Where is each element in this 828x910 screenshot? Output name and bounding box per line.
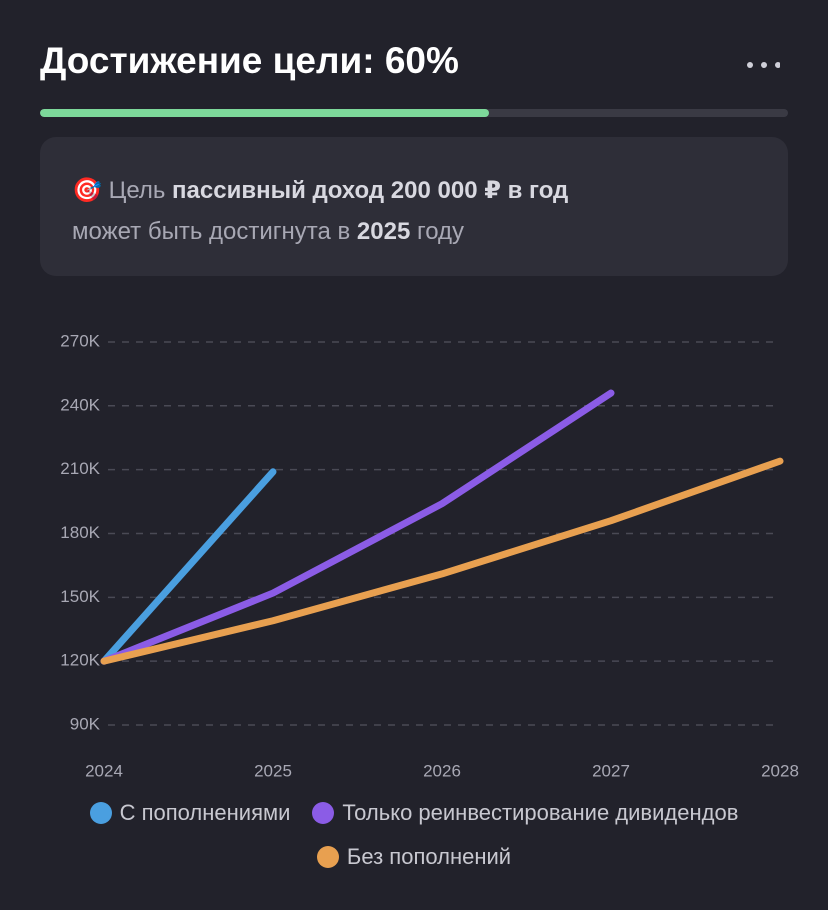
legend-item[interactable]: С пополнениями [89, 800, 291, 826]
chart: 90K 120K 150K 180K 210K 240K 270K 2024 2025 2026 2… [60, 331, 799, 780]
page-title: Достижение цели: 60% [40, 40, 459, 81]
goal-middle: может быть достигнута в [72, 218, 351, 245]
x-tick-label: 2026 [423, 761, 461, 780]
legend-swatch [312, 802, 335, 824]
legend: С пополнениями Только реинвестирование ди… [20, 800, 808, 870]
goal-icon: 🎯 [72, 177, 102, 204]
menu-dot [761, 62, 767, 68]
y-tick-label: 210K [60, 459, 100, 478]
series-line [100, 468, 277, 665]
goal-text: пассивный доход 200 000 ₽ в год [172, 177, 569, 204]
legend-item[interactable]: Только реинвестирование дивидендов [312, 800, 738, 826]
series-line [100, 457, 784, 665]
menu-dot [775, 62, 780, 68]
goal-suffix: году [416, 218, 465, 245]
progress-track [40, 109, 788, 117]
y-tick-label: 120K [60, 651, 100, 670]
menu-button[interactable] [740, 58, 780, 72]
y-tick-label: 180K [60, 523, 100, 542]
legend-item[interactable]: Без пополнений [316, 844, 512, 870]
x-tick-label: 2028 [761, 761, 799, 780]
goal-year: 2025 [356, 218, 411, 245]
x-tick-label: 2027 [592, 761, 630, 780]
legend-swatch [89, 802, 112, 824]
goal-card: 🎯 Цель пассивный доход 200 000 ₽ в год м… [40, 137, 788, 276]
goal-prefix: Цель [108, 177, 166, 204]
y-tick-label: 150K [60, 587, 100, 606]
progress-bar [40, 109, 489, 117]
y-tick-label: 270K [60, 331, 100, 350]
x-tick-label: 2024 [85, 761, 123, 780]
x-tick-label: 2025 [254, 761, 292, 780]
legend-label: С пополнениями [119, 800, 291, 825]
legend-label: Только реинвестирование дивидендов [342, 800, 739, 825]
legend-label: Без пополнений [346, 844, 512, 869]
y-tick-label: 90K [70, 714, 101, 733]
legend-swatch [316, 846, 339, 868]
menu-dot [747, 62, 753, 68]
y-tick-label: 240K [60, 395, 100, 414]
series-line [100, 389, 615, 665]
